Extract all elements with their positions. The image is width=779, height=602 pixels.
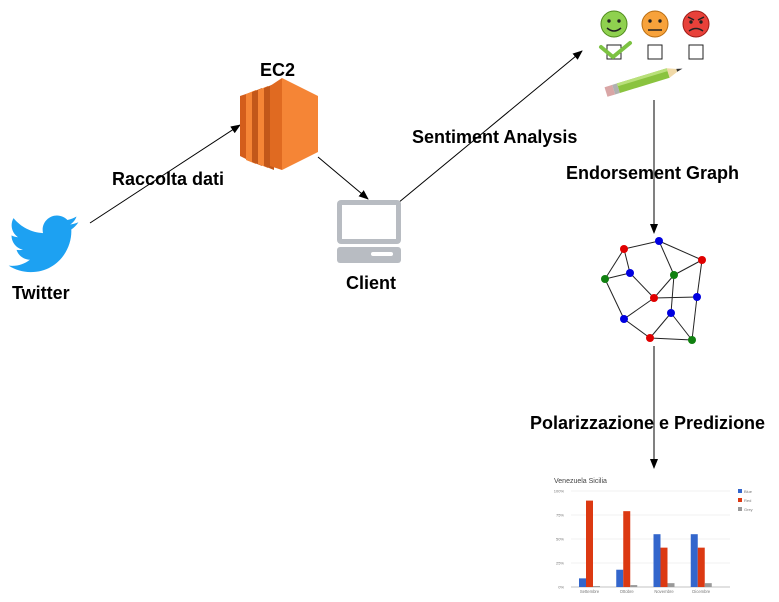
chart-legend-swatch — [738, 489, 742, 493]
chart-bar — [690, 534, 698, 587]
network-graph-icon — [604, 240, 703, 341]
graph-node — [655, 237, 663, 245]
graph-node — [646, 334, 654, 342]
graph-node — [698, 256, 706, 264]
aws-ec2-icon — [240, 78, 318, 170]
graph-node — [620, 245, 628, 253]
angry-face-icon — [682, 10, 710, 38]
chart-bar — [593, 586, 600, 587]
chart-xtick-label: Novembre — [654, 589, 674, 594]
sentiment-analysis-label: Sentiment Analysis — [412, 127, 578, 147]
chart-bar — [579, 578, 586, 587]
ec2-label: EC2 — [260, 60, 296, 80]
neutral-face-icon — [641, 10, 669, 38]
pencil-icon — [604, 68, 683, 97]
graph-node — [620, 315, 628, 323]
chart-xtick-label: Ottobre — [620, 589, 635, 594]
chart-ytick-label: 0% — [558, 585, 564, 590]
chart-legend-swatch — [738, 498, 742, 502]
chart-legend-swatch — [738, 507, 742, 511]
graph-node — [667, 309, 675, 317]
arrow-client-to-sentiment — [397, 50, 583, 204]
graph-node — [650, 294, 658, 302]
endorsement-graph-label: Endorsement Graph — [566, 163, 740, 183]
chart-ytick-label: 25% — [556, 561, 564, 566]
chart-legend-label: Blue — [744, 489, 753, 494]
arrow-twitter-to-ec2 — [89, 124, 241, 224]
chart-bar — [653, 534, 661, 587]
check-mark-icon — [599, 41, 632, 59]
checkbox-angry — [688, 44, 704, 60]
chart-bar — [586, 500, 593, 587]
graph-node — [626, 269, 634, 277]
chart-bar — [667, 583, 675, 587]
raccolta-dati-label: Raccolta dati — [112, 169, 225, 189]
chart-bar — [623, 511, 631, 587]
chart-legend-label: Red — [744, 498, 751, 503]
chart-bar — [697, 547, 705, 587]
chart-title: Venezuela Sicilia — [554, 478, 607, 485]
chart-bar — [704, 583, 712, 587]
arrow-ec2-to-client — [317, 156, 369, 200]
chart-ytick-label: 50% — [556, 537, 564, 542]
graph-node — [670, 271, 678, 279]
twitter-bird-icon — [8, 215, 79, 273]
bar-chart-thumbnail: Venezuela Sicilia 0% 25% 50% 75% 100% Settem… — [554, 478, 753, 594]
chart-legend-label: Grey — [744, 507, 753, 512]
chart-xtick-label: Settembre — [580, 589, 600, 594]
happy-face-icon — [600, 10, 628, 38]
chart-bar — [660, 547, 668, 587]
chart-ytick-label: 100% — [554, 489, 565, 494]
graph-node — [601, 275, 609, 283]
polarizzazione-predizione-label: Polarizzazione e Predizione — [530, 413, 766, 433]
chart-ytick-label: 75% — [556, 513, 564, 518]
chart-bar — [616, 569, 624, 587]
chart-bar — [630, 585, 638, 587]
graph-nodes — [601, 237, 706, 344]
computer-client-icon — [337, 200, 401, 263]
twitter-label: Twitter — [12, 283, 70, 303]
graph-node — [693, 293, 701, 301]
chart-xtick-label: Dicembre — [692, 589, 711, 594]
client-label: Client — [346, 273, 397, 293]
checkbox-neutral — [647, 44, 663, 60]
graph-node — [688, 336, 696, 344]
